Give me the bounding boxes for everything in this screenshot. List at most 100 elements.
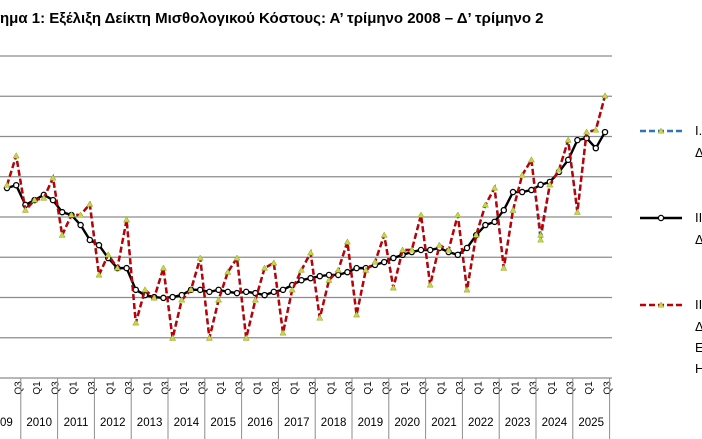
point (564, 136, 572, 143)
point (95, 241, 103, 249)
point (657, 301, 665, 308)
point (574, 136, 581, 144)
x-tick-label: Q3 (124, 381, 135, 395)
point (123, 264, 130, 272)
point (380, 231, 388, 238)
point (353, 311, 361, 318)
x-group-label: 2015 (210, 417, 236, 429)
x-tick-label: Q3 (87, 381, 98, 395)
x-group-label: 2016 (247, 417, 273, 429)
point (592, 144, 600, 152)
point (297, 266, 305, 273)
point (215, 296, 223, 303)
point (325, 276, 333, 283)
point (417, 211, 425, 218)
x-group-label: 2011 (64, 417, 89, 429)
point (113, 264, 121, 271)
point (187, 286, 195, 293)
point (49, 174, 57, 181)
point (463, 286, 471, 293)
point (528, 186, 535, 194)
point (601, 92, 609, 99)
x-tick-label: Q3 (602, 381, 613, 395)
point (316, 314, 324, 321)
point (463, 244, 471, 252)
x-tick-label: Q3 (492, 381, 503, 395)
point (288, 286, 296, 293)
x-tick-label: Q1 (474, 381, 485, 395)
point (215, 286, 222, 294)
point (343, 238, 351, 245)
point (344, 268, 351, 276)
point (49, 196, 57, 204)
x-tick-label: Q1 (69, 381, 80, 395)
point (454, 251, 462, 259)
point (481, 201, 489, 208)
x-tick-label: Q1 (290, 381, 301, 395)
x-tick-label: Q1 (510, 381, 521, 395)
point (417, 246, 425, 254)
point (573, 208, 581, 215)
x-tick-label: Q1 (106, 381, 117, 395)
point (178, 296, 186, 303)
point (196, 286, 204, 294)
x-group-label: 2025 (578, 417, 604, 429)
point (242, 334, 250, 341)
legend-label: II (695, 297, 702, 312)
x-tick-label: Q3 (345, 381, 356, 395)
point (95, 271, 103, 278)
point (31, 196, 39, 203)
x-tick-label: Q3 (198, 381, 209, 395)
legend-label: I. (695, 123, 702, 138)
point (261, 291, 268, 299)
series-line (5, 95, 607, 339)
legend-label: Δ (695, 145, 702, 160)
point (242, 288, 250, 296)
legend-label: Η (695, 361, 702, 376)
point (224, 288, 232, 296)
x-tick-label: Q3 (50, 381, 61, 395)
point (500, 264, 508, 271)
x-group-label: 2024 (542, 417, 568, 429)
point (58, 208, 66, 216)
point (169, 334, 177, 341)
point (206, 288, 213, 296)
x-group-label: 2010 (26, 417, 52, 429)
x-group-label: 2020 (394, 417, 420, 429)
x-tick-label: Q1 (437, 381, 448, 395)
point (3, 181, 11, 188)
point (482, 221, 489, 229)
point (12, 181, 20, 189)
point (123, 216, 131, 223)
point (307, 274, 314, 282)
point (279, 329, 287, 336)
x-group-label: 2019 (358, 417, 384, 429)
point (657, 214, 665, 222)
point (555, 166, 563, 173)
x-group-label: 2013 (137, 417, 163, 429)
point (371, 258, 379, 265)
point (537, 181, 544, 189)
point (279, 286, 287, 294)
x-tick-label: Q3 (455, 381, 466, 395)
x-group-label: 2018 (321, 417, 347, 429)
point (224, 268, 232, 275)
point (40, 194, 48, 201)
point (592, 126, 600, 133)
point (426, 246, 434, 254)
x-tick-label: Q3 (161, 381, 172, 395)
x-tick-label: Q1 (547, 381, 558, 395)
x-tick-label: Q1 (584, 381, 595, 395)
point (67, 211, 75, 218)
point (509, 206, 517, 213)
point (500, 206, 508, 214)
point (196, 254, 204, 261)
point (77, 211, 85, 218)
point (86, 200, 94, 207)
x-tick-label: Q3 (14, 381, 25, 395)
point (445, 246, 453, 253)
x-tick-label: Q3 (566, 381, 577, 395)
point (270, 288, 278, 296)
x-group-label: 2023 (505, 417, 531, 429)
